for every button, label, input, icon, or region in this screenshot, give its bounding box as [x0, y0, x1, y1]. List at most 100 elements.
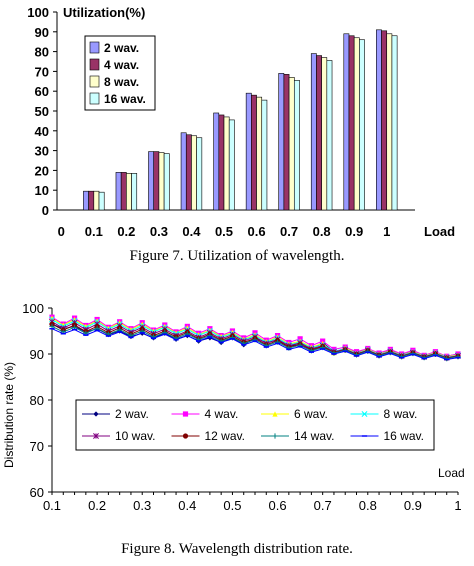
fig8-x-tick-label: 0.6: [269, 498, 287, 513]
fig7-bar: [228, 119, 235, 211]
fig7-bar: [359, 39, 365, 211]
fig7-y-tick-label: 60: [35, 84, 49, 99]
fig7-x-tick-label: 0.7: [280, 224, 298, 239]
fig7-y-tick-label: 70: [35, 64, 49, 79]
fig7-legend: 2 wav. 4 wav. 8 wav. 16 wav.: [84, 35, 156, 111]
fig8-legend-entry: 14 wav.: [261, 429, 334, 443]
fig8-legend-box: [75, 399, 435, 451]
fig8-axes: 60 70 80 90 100 0.1 0.2 0.3 0.4 0.5 0.6 0.7 0.8 0.9 1: [22, 301, 461, 513]
fig8-point: [342, 347, 348, 353]
fig8-series: [49, 327, 461, 361]
fig7-bar: [185, 134, 192, 211]
fig7-x-axis-label: Load: [424, 224, 455, 239]
fig8-legend-entry: 8 wav.: [350, 407, 418, 421]
fig7-y-tick-label: 0: [42, 203, 49, 218]
fig8-x-tick-label: 0.9: [404, 498, 422, 513]
fig7-bar: [391, 35, 398, 211]
fig7-bar: [218, 114, 225, 211]
fig7-y-tick-label: 20: [35, 163, 49, 178]
figure7-caption: Figure 7. Utilization of wavelength.: [129, 248, 345, 264]
fig8-point: [49, 315, 55, 321]
fig8-y-tick-label: 90: [30, 347, 44, 362]
fig8-x-tick-label: 0.4: [178, 498, 196, 513]
fig8-legend-entry: 10 wav.: [82, 429, 155, 443]
fig7-bar: [326, 60, 333, 211]
fig7-bar: [223, 116, 230, 211]
fig8-legend-label: 16 wav.: [384, 429, 424, 443]
fig7-x-tick-label: 0.5: [215, 224, 233, 239]
fig7-bar: [381, 30, 388, 211]
fig8-legend: 2 wav. 4 wav. 6 wav. 8 wav. 10 wav. 12 wav. 14…: [75, 399, 435, 451]
fig8-point: [387, 350, 393, 356]
fig8-point: [365, 348, 371, 354]
fig8-lines: [49, 314, 461, 362]
fig7-bar: [158, 152, 165, 211]
fig8-x-tick-label: 0.5: [223, 498, 241, 513]
fig7-x-tick-label: 0.8: [313, 224, 331, 239]
fig7-bar: [153, 151, 160, 211]
fig7-y-tick-label: 90: [35, 25, 49, 40]
fig7-bar: [348, 35, 355, 211]
fig7-bar: [196, 137, 203, 211]
fig7-x-tick-label: 0.6: [248, 224, 266, 239]
fig8-y-tick-label: 100: [22, 301, 44, 316]
fig8-point: [432, 351, 439, 358]
fig7-bar: [261, 99, 268, 211]
fig8-legend-label: 14 wav.: [294, 429, 334, 443]
fig7-y-tick-label: 80: [35, 45, 49, 60]
fig7-bar: [353, 37, 360, 211]
fig7-x-tick-label: 0.3: [150, 224, 168, 239]
fig7-bar: [93, 190, 100, 211]
fig7-legend-label: 4 wav.: [104, 58, 139, 72]
figure8-caption: Figure 8. Wavelength distribution rate.: [121, 541, 353, 557]
fig7-legend-swatch: [89, 92, 100, 105]
fig7-bar: [115, 172, 122, 211]
fig7-legend-swatch: [89, 58, 100, 71]
fig8-y-tick-label: 70: [30, 439, 44, 454]
fig7-x-tick-label: 0.9: [345, 224, 363, 239]
fig8-legend-label: 6 wav.: [294, 407, 328, 421]
fig8-x-tick-label: 1: [454, 498, 461, 513]
fig7-bar: [245, 92, 252, 211]
fig8-x-tick-label: 0.8: [359, 498, 377, 513]
fig7-bar: [83, 190, 89, 211]
fig8-y-axis-label: Distribution rate (%): [2, 362, 16, 468]
fig7-bar: [251, 94, 257, 211]
fig8-legend-entry: 6 wav.: [261, 407, 328, 421]
fig8-legend-label: 10 wav.: [115, 429, 155, 443]
fig7-y-tick-label: 40: [35, 124, 49, 139]
fig8-point: [182, 411, 189, 417]
fig7-bar: [293, 80, 300, 211]
fig7-bar: [376, 29, 382, 211]
fig7-bar: [310, 53, 317, 211]
fig7-bar: [283, 74, 290, 211]
fig7-legend-label: 2 wav.: [104, 41, 139, 55]
fig7-x-tick-label: 0.2: [117, 224, 135, 239]
fig8-x-tick-label: 0.3: [133, 498, 151, 513]
fig8-point: [455, 354, 461, 360]
fig7-bar: [386, 33, 393, 211]
fig7-legend-label: 8 wav.: [104, 75, 139, 89]
fig8-legend-entry: 4 wav.: [171, 407, 238, 421]
fig8-legend-entry: 2 wav.: [82, 407, 149, 421]
utilization-bar-chart: 0 10 20 30 40 50 60 70 80 90 100 0 0.1 0.2 0.3 0.4 0.5 0.…: [27, 5, 455, 239]
fig8-point: [182, 433, 189, 439]
fig7-y-tick-label: 10: [35, 183, 49, 198]
fig7-x-tick-label: 0.1: [85, 224, 103, 239]
fig8-x-tick-label: 0.2: [88, 498, 106, 513]
fig7-y-tick-label: 50: [35, 104, 49, 119]
fig8-legend-label: 8 wav.: [384, 407, 418, 421]
fig7-bar: [191, 135, 197, 211]
fig8-legend-label: 12 wav.: [205, 429, 245, 443]
fig7-y-tick-label: 100: [27, 5, 49, 20]
fig8-x-tick-label: 0.1: [43, 498, 61, 513]
fig7-bar: [213, 112, 220, 211]
fig7-bar: [321, 57, 328, 211]
fig8-point: [272, 411, 278, 417]
fig8-legend-entry: 16 wav.: [350, 429, 424, 443]
fig7-bar: [120, 172, 127, 211]
fig7-bar: [148, 151, 155, 211]
fig7-x-tick-label: 1: [383, 224, 390, 239]
fig8-point: [93, 411, 99, 417]
